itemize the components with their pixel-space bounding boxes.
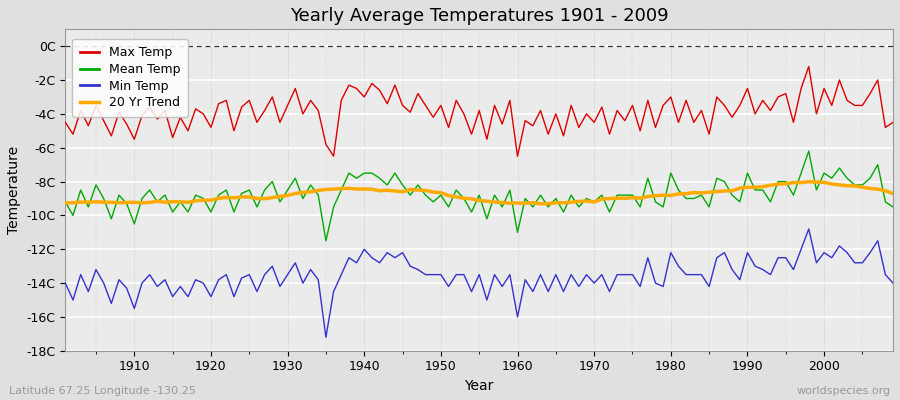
Text: worldspecies.org: worldspecies.org <box>796 386 891 396</box>
Y-axis label: Temperature: Temperature <box>7 146 21 234</box>
Legend: Max Temp, Mean Temp, Min Temp, 20 Yr Trend: Max Temp, Mean Temp, Min Temp, 20 Yr Tre… <box>72 39 188 117</box>
Text: Latitude 67.25 Longitude -130.25: Latitude 67.25 Longitude -130.25 <box>9 386 196 396</box>
Title: Yearly Average Temperatures 1901 - 2009: Yearly Average Temperatures 1901 - 2009 <box>290 7 669 25</box>
X-axis label: Year: Year <box>464 379 494 393</box>
